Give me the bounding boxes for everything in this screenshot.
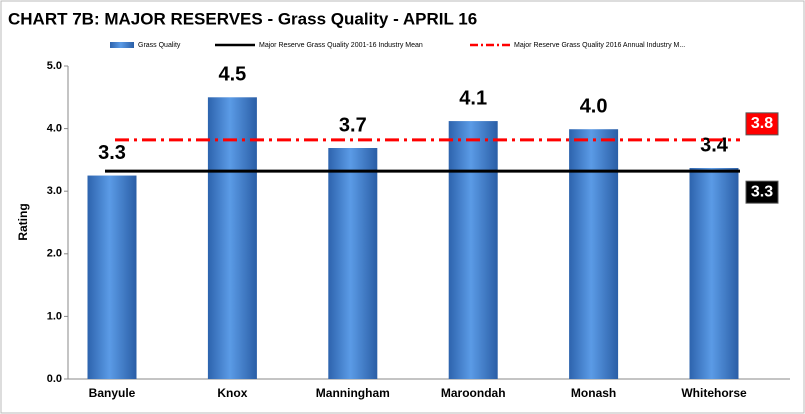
y-tick-label: 0.0 <box>47 373 62 385</box>
y-tick-label: 5.0 <box>47 60 62 72</box>
y-tick-label: 2.0 <box>47 248 62 260</box>
legend-swatch <box>110 42 134 48</box>
reference-label: 3.3 <box>751 183 773 200</box>
reference-label-box <box>745 112 779 136</box>
x-tick-label: Monash <box>571 386 616 400</box>
y-tick-label: 4.0 <box>47 123 62 135</box>
y-tick-label: 3.0 <box>47 185 62 197</box>
bar <box>87 175 137 379</box>
x-tick-label: Maroondah <box>441 386 506 400</box>
data-label: 4.1 <box>459 87 487 109</box>
x-tick-label: Knox <box>217 386 247 400</box>
bar <box>207 97 257 380</box>
reference-label: 3.8 <box>751 115 773 132</box>
y-tick-label: 1.0 <box>47 310 62 322</box>
bar <box>689 168 739 379</box>
x-tick-label: Manningham <box>316 386 390 400</box>
x-tick-label: Banyule <box>89 386 136 400</box>
data-label: 4.0 <box>580 96 608 118</box>
y-axis-label: Rating <box>16 203 30 240</box>
data-label: 3.7 <box>339 114 367 136</box>
legend-label: Major Reserve Grass Quality 2001-16 Indu… <box>259 42 423 49</box>
reference-label-box <box>745 180 779 204</box>
data-label: 3.3 <box>98 142 126 164</box>
data-label: 4.5 <box>218 64 246 86</box>
bar <box>448 121 498 379</box>
bar <box>569 129 619 379</box>
data-label: 3.4 <box>700 134 729 156</box>
chart-title: CHART 7B: MAJOR RESERVES - Grass Quality… <box>8 9 477 28</box>
x-tick-label: Whitehorse <box>681 386 747 400</box>
bar <box>328 148 378 379</box>
legend-label: Grass Quality <box>138 42 181 49</box>
legend-label: Major Reserve Grass Quality 2016 Annual … <box>514 42 685 49</box>
